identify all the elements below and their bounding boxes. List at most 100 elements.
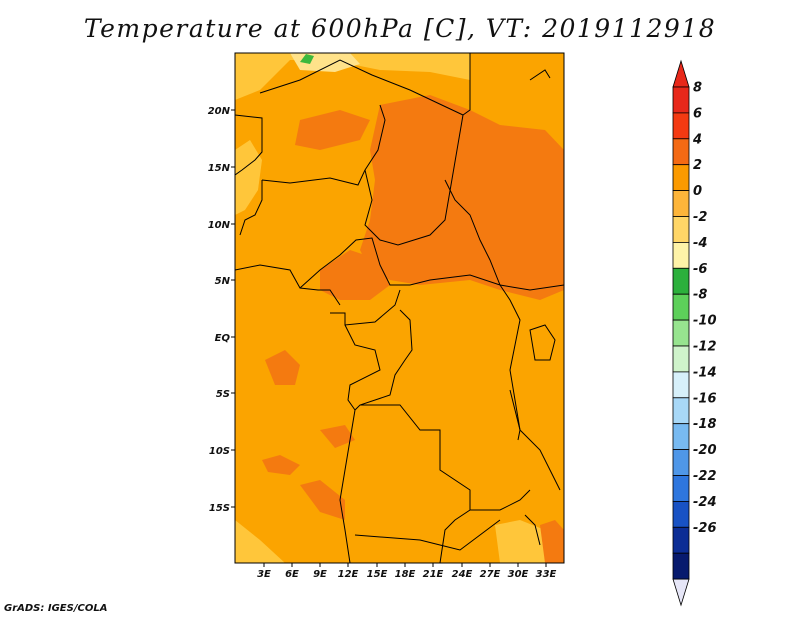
- colorbar-label: -22: [693, 469, 717, 484]
- warm-patch-west: [265, 350, 300, 385]
- coastline-red-sea: [529, 69, 551, 81]
- warm-patch-north: [295, 110, 370, 150]
- longitude-axis: 3E 6E 9E 12E 15E 18E 21E 24E 27E 30E 33E: [257, 569, 556, 580]
- colorbar-top-arrow: [672, 59, 690, 88]
- lake-malawi: [524, 514, 541, 546]
- border-rift: [499, 284, 561, 491]
- border-benin: [239, 180, 263, 236]
- colorbar-label: 4: [692, 132, 702, 147]
- colorbar-swatch: [672, 293, 690, 321]
- warm-patch-angola-coast: [320, 425, 355, 448]
- border-congo2: [344, 324, 381, 411]
- lon-label: 27E: [480, 569, 501, 580]
- light-patch-south: [235, 520, 285, 563]
- colorbar-swatch: [672, 86, 690, 114]
- colorbar-label: -2: [693, 210, 707, 225]
- lat-tick-marks: [231, 109, 235, 508]
- border-egypt-sudan: [462, 53, 471, 116]
- lon-label: 3E: [257, 569, 271, 580]
- grads-credit: GrADS: IGES/COLA: [4, 603, 108, 614]
- colorbar-label: -20: [693, 443, 717, 458]
- border-chad-sudan: [364, 114, 464, 246]
- colorbar-label: 6: [693, 106, 702, 121]
- warm-patch-sw: [262, 455, 300, 475]
- colorbar-swatch: [672, 475, 690, 502]
- colorbar-label: -12: [693, 340, 717, 355]
- colorbar-swatch: [672, 345, 690, 373]
- lon-label: 18E: [395, 569, 416, 580]
- colorbar-swatch: [672, 526, 690, 554]
- lat-label: 10N: [208, 220, 231, 231]
- border-drc: [354, 309, 413, 411]
- lat-label: 10S: [209, 446, 230, 457]
- colorbar-swatch: [672, 319, 690, 347]
- colorbar-swatch: [672, 423, 690, 451]
- lat-label: EQ: [215, 333, 231, 344]
- border-south: [354, 519, 501, 551]
- lon-label: 24E: [452, 569, 473, 580]
- colorbar-bottom-arrow: [672, 578, 690, 607]
- lake-victoria: [529, 324, 556, 361]
- map-frame: [234, 52, 565, 564]
- lon-label: 33E: [536, 569, 557, 580]
- lake-tanganyika: [509, 389, 521, 441]
- warm-patch-sw2: [300, 480, 345, 520]
- lat-label: 5S: [216, 389, 230, 400]
- colorbar-label: -6: [693, 262, 707, 277]
- lon-label: 6E: [285, 569, 299, 580]
- light-band-north: [235, 53, 470, 100]
- lon-label: 12E: [338, 569, 359, 580]
- colorbar: 8 6 4 2 0 -2 -4 -6 -8 -10 -12 -14 -16 -18 -20 -22 -24 -26: [672, 59, 717, 607]
- latitude-axis: 20N 15N 10N 5N EQ 5S 10S 15S: [208, 106, 231, 514]
- border-mali: [235, 114, 263, 176]
- colorbar-label: -10: [693, 314, 717, 329]
- colorbar-swatch: [672, 241, 690, 269]
- colorbar-label: -16: [693, 391, 717, 406]
- colorbar-label: 2: [693, 158, 702, 173]
- lat-label: 15S: [209, 503, 230, 514]
- colorbar-swatch: [672, 397, 690, 425]
- lat-label: 5N: [215, 276, 231, 287]
- lon-label: 30E: [508, 569, 529, 580]
- lat-label: 15N: [208, 163, 231, 174]
- lon-tick-marks: [263, 563, 547, 567]
- colorbar-swatch: [672, 164, 690, 191]
- colorbar-label: 0: [693, 184, 702, 199]
- colorbar-swatch: [672, 216, 690, 243]
- lon-label: 21E: [423, 569, 444, 580]
- border-sudan-inner: [444, 179, 501, 286]
- border-niger-chad: [261, 104, 386, 186]
- lat-label: 20N: [208, 106, 231, 117]
- boundaries: [235, 53, 564, 563]
- colorbar-swatch: [672, 112, 690, 140]
- border-congo: [330, 289, 401, 326]
- colorbar-label: -8: [693, 288, 707, 303]
- colorbar-swatch: [672, 371, 690, 399]
- colorbar-swatch: [672, 552, 690, 580]
- colorbar-swatch: [672, 267, 690, 295]
- light-patch-west: [235, 140, 262, 215]
- warm-patch-se: [540, 520, 564, 563]
- colorbar-label: 8: [693, 81, 702, 96]
- colorbar-swatch: [672, 190, 690, 217]
- colorbar-swatch: [672, 500, 690, 528]
- colorbar-label: -18: [693, 417, 717, 432]
- temperature-field: [235, 53, 564, 563]
- border-zambia: [470, 489, 531, 511]
- border-angola: [360, 404, 471, 563]
- colorbar-label: -14: [693, 365, 717, 380]
- green-patch: [300, 54, 314, 64]
- coastline-angola: [339, 409, 356, 563]
- warm-patch-center: [320, 250, 390, 300]
- colorbar-label: -24: [693, 495, 717, 510]
- lon-label: 15E: [367, 569, 388, 580]
- colorbar-label: -4: [693, 236, 707, 251]
- colorbar-swatch: [672, 449, 690, 476]
- colorbar-label: -26: [693, 521, 717, 536]
- chart-title: Temperature at 600hPa [C], VT: 201911291…: [83, 14, 717, 43]
- lon-label: 9E: [313, 569, 327, 580]
- colorbar-swatch: [672, 138, 690, 166]
- border-libya: [259, 59, 464, 116]
- warm-region-east: [360, 95, 564, 300]
